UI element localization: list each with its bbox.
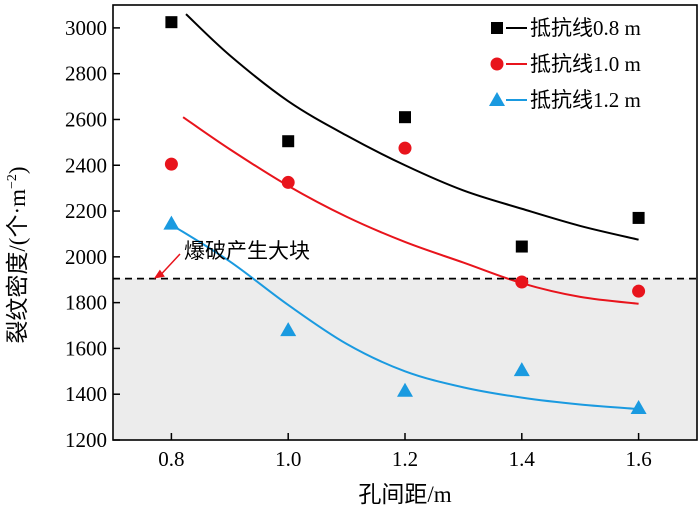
- fit-curves: [170, 13, 639, 411]
- data-point: [280, 322, 297, 337]
- y-tick-label: 2800: [65, 62, 107, 86]
- y-tick-label: 1800: [65, 291, 107, 315]
- data-point: [282, 135, 295, 148]
- x-tick-label: 1.6: [625, 447, 651, 471]
- y-tick-label: 3000: [65, 16, 107, 40]
- threshold-annotation: 爆破产生大块: [184, 239, 310, 263]
- y-axis-title-main: 裂纹密度/(个·m: [5, 189, 30, 344]
- data-point: [398, 141, 412, 155]
- y-axis-title-sup: −2: [5, 174, 20, 189]
- y-tick-label: 1200: [65, 428, 107, 452]
- x-tick-label: 1.4: [509, 447, 536, 471]
- legend-marker: [490, 57, 504, 71]
- data-point: [630, 399, 647, 414]
- data-point: [515, 275, 529, 289]
- y-axis-title: 裂纹密度/(个·m−2): [5, 166, 30, 343]
- legend-marker: [491, 22, 503, 34]
- y-tick-label: 1600: [65, 336, 107, 360]
- y-tick-label: 2200: [65, 199, 107, 223]
- annotation-arrow-head: [153, 269, 165, 279]
- y-tick-label: 2400: [65, 153, 107, 177]
- data-point: [163, 215, 180, 230]
- fit-curve: [185, 13, 639, 241]
- data-point: [513, 362, 530, 377]
- data-point: [399, 111, 411, 124]
- legend-marker: [489, 92, 505, 106]
- legend-label: 抵抗线1.2 m: [530, 88, 641, 112]
- data-point: [397, 382, 413, 397]
- y-tick-label: 2600: [65, 107, 107, 131]
- data-point: [632, 284, 646, 298]
- data-point: [515, 240, 528, 253]
- annotation-arrow: [153, 253, 181, 279]
- axis-ticks: 0.8 1.0 1.2 1.4 1.6 1200 1400 1600 1800 2000 2200 2…: [65, 16, 652, 471]
- legend-label: 抵抗线0.8 m: [530, 16, 641, 40]
- data-points: [163, 16, 647, 414]
- data-point: [164, 157, 178, 171]
- data-point: [165, 16, 178, 29]
- fit-curve: [182, 116, 639, 305]
- legend: 抵抗线0.8 m 抵抗线1.0 m 抵抗线1.2 m: [489, 16, 641, 112]
- x-tick-label: 0.8: [158, 447, 184, 471]
- x-tick-label: 1.2: [392, 447, 418, 471]
- fit-curve: [170, 223, 639, 411]
- x-tick-label: 1.0: [275, 447, 301, 471]
- legend-label: 抵抗线1.0 m: [530, 52, 641, 76]
- data-point: [281, 175, 295, 189]
- shaded-region: [113, 278, 697, 440]
- plot-frame: [112, 4, 698, 441]
- x-axis-title: 孔间距/m: [358, 482, 451, 507]
- y-axis-title-close: ): [5, 166, 30, 174]
- y-tick-label: 1400: [65, 382, 107, 406]
- data-point: [632, 211, 645, 224]
- y-tick-label: 2000: [65, 245, 107, 269]
- annotation-arrow-shaft: [160, 253, 181, 276]
